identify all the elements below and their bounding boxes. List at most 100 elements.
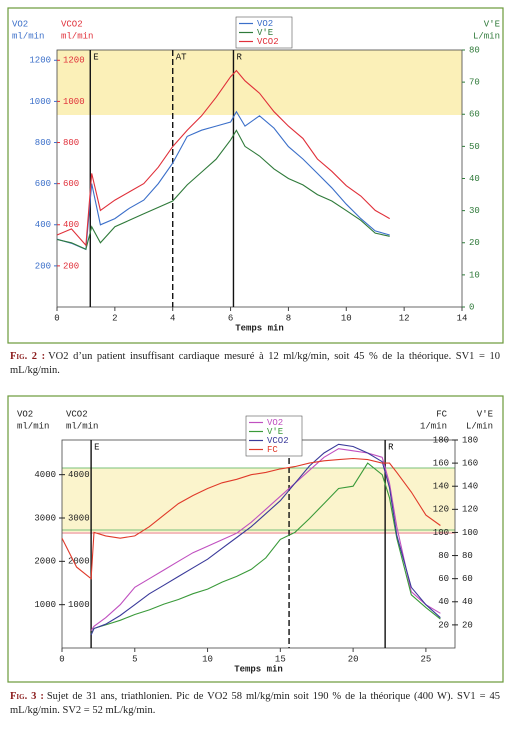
y-tick-label: 1000	[68, 600, 90, 610]
y-tick-label: 200	[35, 261, 51, 271]
y-axis-title: VCO2	[61, 19, 83, 29]
y-tick-label: 140	[433, 482, 449, 492]
y-axis-unit: L/min	[466, 421, 493, 431]
y-tick-label: 1000	[63, 97, 85, 107]
y-tick-label: 120	[433, 505, 449, 515]
x-axis-label: Temps min	[235, 323, 284, 333]
y-tick-label: 4000	[34, 470, 56, 480]
y-axis-title: V'E	[477, 409, 493, 419]
legend-label: V'E	[257, 28, 273, 38]
x-tick-label: 6	[228, 313, 233, 323]
x-axis-label: Temps min	[234, 664, 283, 674]
y-tick-label: 20	[438, 620, 449, 630]
y-tick-label: 80	[469, 45, 480, 55]
y-tick-label: 800	[63, 138, 79, 148]
y-tick-label: 160	[433, 458, 449, 468]
series-line	[90, 443, 441, 636]
y-tick-label: 160	[462, 458, 478, 468]
x-tick-label: 0	[54, 313, 59, 323]
y-tick-label: 180	[462, 435, 478, 445]
caption-text: VO2 d’un patient insuffisant cardiaque m…	[10, 351, 500, 376]
y-tick-label: 200	[63, 261, 79, 271]
legend-label: VO2	[257, 19, 273, 29]
y-axis-unit: ml/min	[61, 31, 93, 41]
legend-label: V'E	[267, 427, 283, 437]
x-tick-label: 2	[112, 313, 117, 323]
y-tick-label: 800	[35, 138, 51, 148]
y-tick-label: 20	[462, 620, 473, 630]
y-tick-label: 50	[469, 142, 480, 152]
event-label: R	[236, 52, 242, 62]
x-tick-label: 0	[59, 654, 64, 664]
y-tick-label: 60	[469, 110, 480, 120]
caption: Fig. 2 : VO2 d’un patient insuffisant car…	[10, 350, 500, 378]
y-tick-label: 1200	[29, 56, 51, 66]
y-tick-label: 400	[35, 220, 51, 230]
caption-text: Sujet de 31 ans, triathlonien. Pic de VO…	[10, 691, 500, 716]
x-tick-label: 20	[348, 654, 359, 664]
y-axis-unit: ml/min	[66, 421, 98, 431]
y-axis-unit: ml/min	[17, 421, 49, 431]
y-tick-label: 400	[63, 220, 79, 230]
y-tick-label: 40	[469, 174, 480, 184]
legend-label: VCO2	[257, 37, 279, 47]
x-tick-label: 15	[275, 654, 286, 664]
legend-label: VO2	[267, 418, 283, 428]
legend-label: VCO2	[267, 436, 289, 446]
x-tick-label: 14	[457, 313, 468, 323]
y-tick-label: 140	[462, 482, 478, 492]
y-tick-label: 20	[469, 238, 480, 248]
x-tick-label: 10	[341, 313, 352, 323]
y-axis-unit: 1/min	[420, 421, 447, 431]
y-axis-title: FC	[436, 409, 447, 419]
y-tick-label: 1200	[63, 56, 85, 66]
caption-label: Fig. 3 :	[10, 691, 44, 702]
y-axis-title: VO2	[12, 19, 28, 29]
y-tick-label: 2000	[68, 557, 90, 567]
y-axis-unit: ml/min	[12, 31, 44, 41]
event-label: E	[93, 52, 98, 62]
y-tick-label: 100	[462, 528, 478, 538]
x-tick-label: 8	[286, 313, 291, 323]
y-tick-label: 180	[433, 435, 449, 445]
x-tick-label: 25	[420, 654, 431, 664]
y-tick-label: 600	[35, 179, 51, 189]
x-tick-label: 12	[399, 313, 410, 323]
y-tick-label: 100	[433, 528, 449, 538]
y-tick-label: 80	[438, 551, 449, 561]
legend-label: FC	[267, 445, 278, 455]
y-tick-label: 40	[438, 597, 449, 607]
series-line	[61, 457, 441, 580]
y-tick-label: 2000	[34, 557, 56, 567]
y-axis-unit: L/min	[473, 31, 500, 41]
x-tick-label: 4	[170, 313, 175, 323]
y-tick-label: 3000	[68, 513, 90, 523]
series-line	[90, 448, 441, 632]
series-line	[56, 129, 390, 250]
y-axis-title: V'E	[484, 19, 500, 29]
y-tick-label: 60	[438, 574, 449, 584]
y-axis-title: VCO2	[66, 409, 88, 419]
y-tick-label: 70	[469, 78, 480, 88]
zone-band	[57, 50, 462, 115]
event-label: E	[94, 442, 99, 452]
x-tick-label: 5	[132, 654, 137, 664]
y-axis-title: VO2	[17, 409, 33, 419]
series-line	[56, 110, 390, 251]
y-tick-label: 40	[462, 597, 473, 607]
event-label: AT	[176, 52, 187, 62]
series-line	[56, 69, 390, 247]
y-tick-label: 3000	[34, 513, 56, 523]
y-tick-label: 80	[462, 551, 473, 561]
y-tick-label: 60	[462, 574, 473, 584]
y-tick-label: 30	[469, 206, 480, 216]
series-line	[90, 462, 441, 635]
x-tick-label: 10	[202, 654, 213, 664]
y-tick-label: 0	[469, 302, 474, 312]
y-tick-label: 120	[462, 505, 478, 515]
y-tick-label: 1000	[34, 600, 56, 610]
y-tick-label: 4000	[68, 470, 90, 480]
y-tick-label: 600	[63, 179, 79, 189]
y-tick-label: 1000	[29, 97, 51, 107]
